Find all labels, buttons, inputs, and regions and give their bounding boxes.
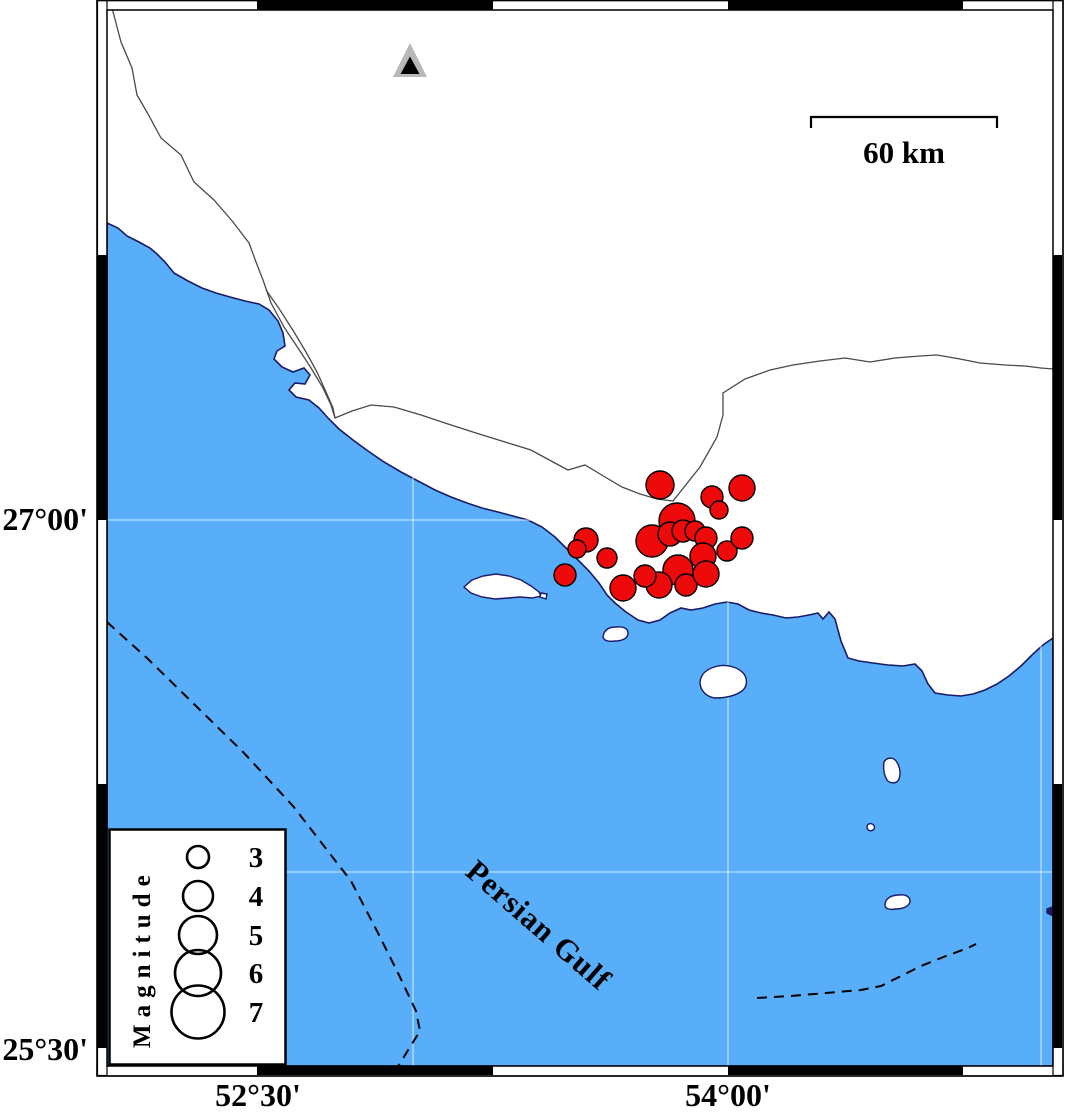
station-triangle-inner-icon [400, 56, 420, 74]
dashed-layer [106, 621, 977, 1069]
legend-magnitude-label: 3 [249, 842, 264, 874]
earthquake-marker [567, 539, 587, 559]
maritime-boundary-dashed [106, 621, 422, 1069]
frame-inner-rect [106, 9, 1054, 1067]
legend-magnitude-label: 5 [249, 920, 264, 952]
islands-layer [462, 573, 1056, 918]
axis-label-latitude: 25°30' [2, 1031, 88, 1067]
earthquake-marker [674, 573, 698, 597]
earthquake-marker [728, 474, 756, 502]
axis-labels: 27°00' 25°30' 52°30' 54°00' [2, 501, 771, 1113]
axis-label-longitude: 54°00' [685, 1077, 771, 1113]
legend-magnitude-circle [181, 879, 215, 913]
frame-tick-segment-top [728, 1, 963, 10]
sea-polygon [106, 221, 1054, 1067]
frame-tick-segment-right [1053, 784, 1062, 1048]
station-marker [393, 43, 427, 77]
frame-layer [96, 0, 1064, 1077]
island [462, 573, 543, 600]
maritime-boundary-dashed [756, 943, 977, 999]
earthquakes-layer [553, 470, 756, 602]
legend-magnitude-circle [173, 948, 223, 998]
gridlines-layer [107, 10, 1053, 1066]
inland-border-line [265, 289, 336, 419]
frame-outer-rect [96, 0, 1064, 1077]
earthquake-marker [709, 500, 729, 520]
island [539, 592, 548, 600]
legend-magnitude-circle [170, 984, 226, 1040]
island [884, 894, 911, 911]
borders-layer [111, 7, 1054, 502]
legend-magnitude-circle [177, 914, 219, 956]
legend-title: Magnitude [129, 868, 156, 1048]
frame-tick-segment-left [98, 255, 107, 520]
legend-magnitude-label: 7 [249, 997, 264, 1029]
earthquake-marker [633, 564, 657, 588]
axis-label-longitude: 52°30' [215, 1077, 301, 1113]
legend-circles [170, 844, 226, 1040]
earthquake-marker [730, 526, 754, 550]
inland-border-line [111, 7, 1054, 502]
earthquake-marker [596, 547, 618, 569]
frame-tick-segment-right [1053, 255, 1062, 520]
magnitude-legend: Magnitude 3 4 5 6 7 [108, 828, 287, 1066]
island [866, 822, 876, 832]
scale-bar-bracket [809, 115, 999, 128]
legend-magnitude-label: 4 [249, 881, 264, 913]
frame-tick-segment-bottom [728, 1066, 963, 1075]
axis-label-latitude: 27°00' [2, 501, 88, 537]
island [882, 757, 901, 784]
scale-bar: 60 km [809, 115, 999, 170]
scale-bar-label: 60 km [863, 135, 945, 170]
earthquake-marker [692, 560, 720, 588]
earthquake-marker [645, 470, 675, 500]
frame-tick-segment-bottom [257, 1066, 493, 1075]
frame-tick-segment-left [98, 784, 107, 1048]
legend-labels: 3 4 5 6 7 [249, 842, 264, 1029]
earthquake-marker [553, 563, 577, 587]
legend-magnitude-circle [185, 844, 211, 870]
earthquake-marker [609, 574, 637, 602]
earthquake-marker [716, 540, 738, 562]
island [699, 664, 748, 699]
island [602, 626, 629, 643]
legend-magnitude-label: 6 [249, 958, 264, 990]
frame-tick-segment-top [257, 1, 493, 10]
